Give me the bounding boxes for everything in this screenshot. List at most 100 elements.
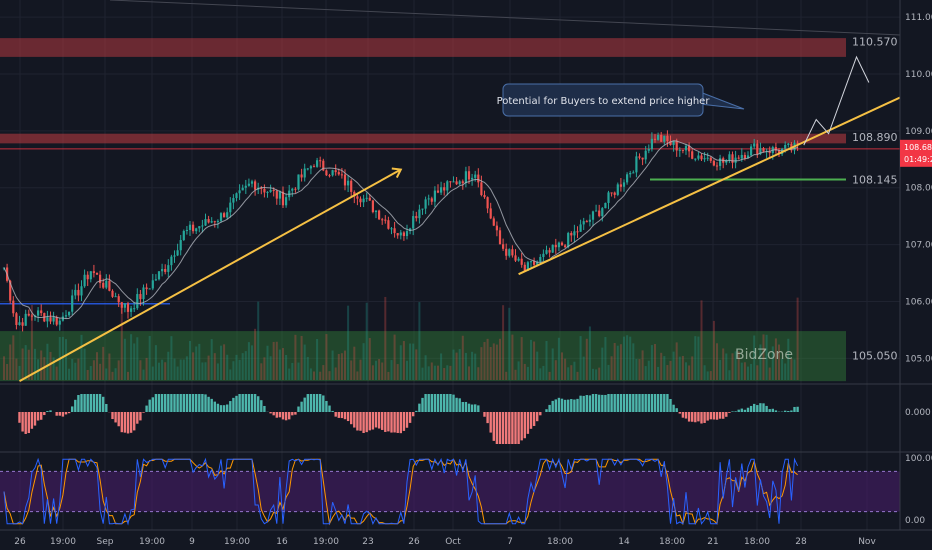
candle bbox=[390, 228, 393, 230]
momentum-bar bbox=[734, 411, 737, 412]
momentum-bar bbox=[722, 412, 725, 419]
momentum-bar bbox=[371, 412, 375, 430]
candle bbox=[774, 147, 777, 151]
momentum-bar bbox=[343, 412, 347, 420]
volume-bar bbox=[61, 336, 64, 380]
momentum-bar bbox=[436, 394, 440, 412]
volume-bar bbox=[731, 353, 734, 380]
candle bbox=[117, 296, 120, 303]
candle bbox=[542, 253, 545, 258]
volume-bar bbox=[74, 362, 77, 380]
momentum-bar bbox=[21, 412, 24, 432]
momentum-bar bbox=[328, 405, 331, 412]
candle bbox=[161, 269, 164, 272]
momentum-bar bbox=[263, 405, 266, 412]
momentum-bar bbox=[393, 412, 396, 433]
time-axis-label: 19:00 bbox=[50, 537, 76, 547]
volume-bar bbox=[619, 344, 622, 380]
volume-bar bbox=[86, 370, 89, 380]
candle bbox=[114, 296, 117, 298]
candle bbox=[495, 225, 498, 231]
momentum-bar bbox=[548, 404, 551, 412]
momentum-bar bbox=[641, 394, 644, 412]
volume-bar bbox=[483, 342, 486, 380]
volume-bar bbox=[716, 343, 718, 380]
volume-bar bbox=[542, 365, 545, 380]
candle bbox=[787, 143, 790, 145]
volume-bar bbox=[505, 371, 508, 380]
volume-bar bbox=[685, 362, 687, 380]
volume-bar bbox=[161, 359, 164, 380]
volume-bar bbox=[322, 365, 325, 380]
price-axis-labels: 111.000 110.000 109.000 108.000 107.000 106.0… bbox=[905, 13, 932, 364]
momentum-bar bbox=[188, 394, 192, 412]
momentum-bar bbox=[638, 394, 641, 412]
volume-bar bbox=[774, 338, 777, 380]
candle bbox=[142, 287, 145, 300]
volume-bar bbox=[313, 371, 315, 380]
momentum-bar bbox=[36, 412, 40, 421]
annotation-callout[interactable]: Potential for Buyers to extend price hig… bbox=[497, 83, 745, 117]
volume-bar bbox=[46, 343, 49, 380]
volume-bar bbox=[765, 334, 768, 380]
oscillator-main-line bbox=[3, 457, 799, 526]
momentum-bar bbox=[529, 412, 533, 429]
momentum-bar bbox=[43, 412, 46, 416]
candle bbox=[669, 140, 672, 145]
stochastic-oscillator bbox=[0, 457, 900, 526]
momentum-bar bbox=[61, 412, 65, 417]
volume-bar bbox=[464, 352, 467, 380]
candle bbox=[409, 228, 412, 232]
candle bbox=[46, 317, 49, 322]
time-axis[interactable] bbox=[0, 531, 932, 550]
price-axis-label: 105.000 bbox=[905, 354, 932, 364]
candle bbox=[688, 145, 691, 152]
volume-bar bbox=[9, 344, 12, 380]
candle bbox=[728, 154, 731, 161]
candle bbox=[415, 216, 418, 219]
candle bbox=[548, 250, 551, 253]
volume-bar bbox=[133, 343, 136, 380]
price-axis-label: 110.000 bbox=[905, 70, 932, 80]
volume-bar bbox=[641, 350, 644, 380]
candle bbox=[334, 170, 337, 173]
grid bbox=[0, 0, 900, 530]
time-axis-label: 18:00 bbox=[659, 537, 685, 547]
volume-bar bbox=[297, 362, 300, 380]
candle bbox=[582, 221, 585, 225]
candle bbox=[660, 134, 663, 142]
volume-bar bbox=[294, 334, 297, 380]
momentum-bar bbox=[129, 412, 133, 433]
time-axis-label: 16 bbox=[276, 537, 288, 547]
volume-bar bbox=[316, 338, 319, 380]
momentum-bar bbox=[238, 394, 241, 412]
candle bbox=[58, 320, 61, 325]
price-axis[interactable] bbox=[900, 0, 932, 530]
momentum-bar bbox=[554, 399, 557, 412]
volume-bar bbox=[3, 356, 5, 380]
momentum-bar bbox=[728, 412, 731, 413]
volume-bar bbox=[421, 367, 424, 380]
momentum-bar bbox=[684, 412, 688, 419]
momentum-bar bbox=[567, 399, 570, 412]
momentum-bar bbox=[619, 394, 623, 412]
candle bbox=[99, 274, 102, 283]
chart-drawings[interactable] bbox=[19, 37, 932, 383]
candle bbox=[176, 250, 179, 256]
volume-bar bbox=[92, 360, 95, 380]
momentum-bar bbox=[656, 394, 660, 412]
volume-bar bbox=[282, 348, 284, 380]
volume-bar bbox=[632, 343, 635, 380]
volume-bar bbox=[114, 368, 117, 380]
volume-bar bbox=[737, 351, 740, 380]
momentum-bar bbox=[697, 412, 700, 422]
candle bbox=[684, 145, 688, 151]
volume-bar bbox=[771, 346, 774, 380]
volume-bar bbox=[694, 336, 697, 380]
candle bbox=[365, 197, 368, 199]
volume-bar bbox=[548, 371, 551, 380]
momentum-bar bbox=[613, 394, 616, 412]
momentum-bar bbox=[591, 394, 595, 412]
volume-bar bbox=[350, 360, 353, 380]
